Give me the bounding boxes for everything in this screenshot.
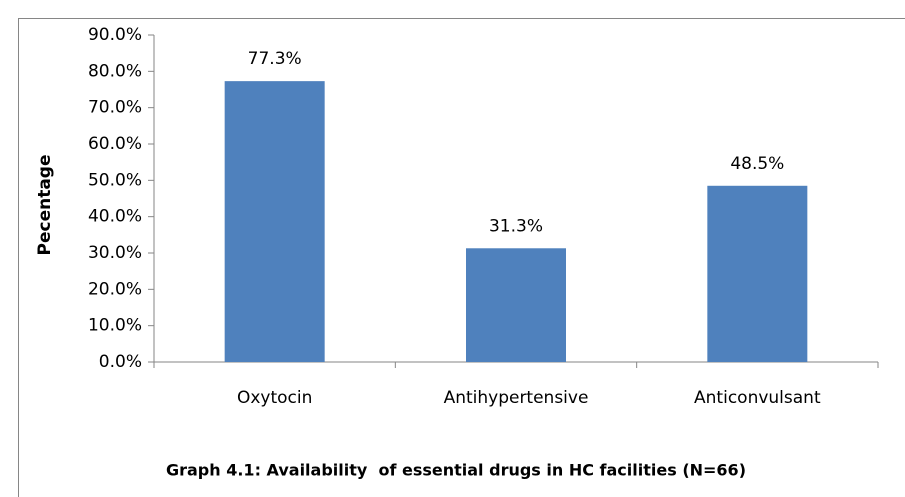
data-label: 48.5% [730,154,784,174]
bar [224,81,325,362]
y-tick-label: 0.0% [99,352,142,372]
bar [707,185,808,362]
data-label: 77.3% [248,49,302,69]
y-tick-label: 90.0% [88,25,142,45]
chart-frame [18,18,905,497]
x-tick-label: Anticonvulsant [694,388,821,408]
y-tick-label: 60.0% [88,134,142,154]
y-tick-label: 80.0% [88,61,142,81]
chart-caption: Graph 4.1: Availability of essential dru… [166,461,746,480]
y-tick-label: 30.0% [88,243,142,263]
bar [466,248,566,362]
y-tick-label: 70.0% [88,98,142,118]
data-label: 31.3% [489,216,543,236]
y-tick-label: 40.0% [88,207,142,227]
y-tick-label: 10.0% [88,316,142,336]
y-tick-label: 50.0% [88,170,142,190]
x-tick-label: Oxytocin [237,388,312,408]
y-tick-label: 20.0% [88,279,142,299]
x-tick-label: Antihypertensive [444,388,589,408]
y-axis-label: Pecentage [35,155,55,256]
